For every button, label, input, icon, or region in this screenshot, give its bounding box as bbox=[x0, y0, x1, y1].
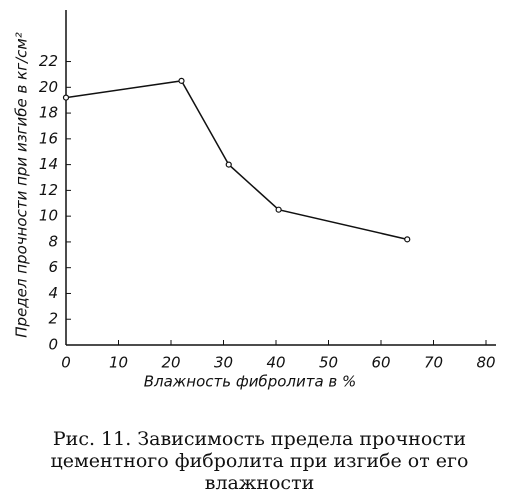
x-tick-label: 0 bbox=[61, 354, 71, 372]
x-tick-label: 40 bbox=[266, 354, 285, 372]
y-tick-label: 0 bbox=[48, 336, 58, 354]
y-tick-label: 20 bbox=[39, 78, 58, 96]
x-tick-label: 10 bbox=[109, 354, 128, 372]
y-tick-label: 4 bbox=[48, 284, 58, 302]
x-tick-label: 60 bbox=[371, 354, 390, 372]
data-point bbox=[225, 161, 232, 168]
y-tick-label: 18 bbox=[39, 104, 58, 122]
y-tick-label: 10 bbox=[39, 207, 58, 225]
x-tick-label: 50 bbox=[319, 354, 338, 372]
y-tick-label: 22 bbox=[39, 52, 58, 70]
x-tick-label: 20 bbox=[161, 354, 180, 372]
x-tick-label: 30 bbox=[214, 354, 233, 372]
caption-line: влажности bbox=[204, 472, 315, 494]
x-tick-label: 70 bbox=[424, 354, 443, 372]
data-point bbox=[178, 77, 185, 84]
data-line bbox=[65, 80, 408, 241]
x-axis-label: Влажность фибролита в % bbox=[144, 373, 357, 391]
x-tick-label: 80 bbox=[476, 354, 495, 372]
caption-line: цементного фибролита при изгибе от его bbox=[50, 450, 469, 472]
y-tick-label: 14 bbox=[39, 155, 58, 173]
y-tick-label: 6 bbox=[48, 258, 58, 276]
y-tick-label: 2 bbox=[48, 310, 58, 328]
y-axis-label: Предел прочности при изгибе в кг/см² bbox=[13, 32, 31, 337]
data-point bbox=[404, 236, 411, 243]
y-tick-label: 8 bbox=[48, 232, 58, 250]
data-point bbox=[62, 94, 70, 101]
y-tick-label: 12 bbox=[39, 181, 58, 199]
y-tick-label: 16 bbox=[39, 129, 58, 147]
data-point bbox=[275, 206, 282, 213]
caption-line: Рис. 11. Зависимость предела прочности bbox=[52, 428, 467, 450]
chart: Предел прочности при изгибе в кг/см² Вла… bbox=[13, 10, 496, 391]
